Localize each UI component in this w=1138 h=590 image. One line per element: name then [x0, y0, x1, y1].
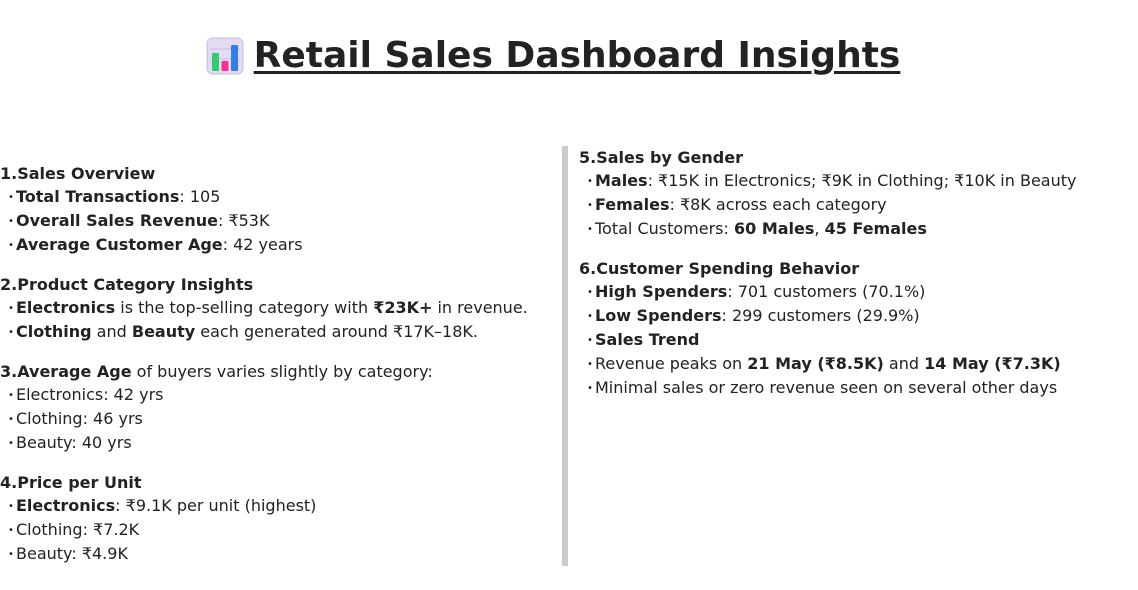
list-item: • Electronics is the top-selling category… [0, 296, 556, 320]
bullet-icon: • [8, 414, 14, 425]
section-heading: 6.Customer Spending Behavior [579, 259, 860, 278]
bullet-icon: • [587, 224, 593, 235]
bullet-icon: • [8, 438, 14, 449]
bullet-icon: • [587, 311, 593, 322]
column-divider [562, 146, 568, 566]
list-item: • Beauty: ₹4.9K [0, 542, 556, 566]
title-container: Retail Sales Dashboard Insights [0, 34, 1106, 79]
right-column: 5.Sales by Gender • Males: ₹15K in Electr… [579, 146, 1119, 416]
section-sales-overview: 1.Sales Overview • Total Transactions: 10… [0, 162, 556, 257]
list-item: • Electronics: 42 yrs [0, 383, 556, 407]
list-item: • Overall Sales Revenue: ₹53K [0, 209, 556, 233]
list-item: • Average Customer Age: 42 years [0, 233, 556, 257]
section-heading: 1.Sales Overview [0, 164, 156, 183]
bullet-icon: • [8, 390, 14, 401]
section-heading: 2.Product Category Insights [0, 275, 254, 294]
bullet-icon: • [587, 287, 593, 298]
left-column: 1.Sales Overview • Total Transactions: 10… [0, 162, 556, 582]
section-heading: 4.Price per Unit [0, 473, 142, 492]
list-item: • Revenue peaks on 21 May (₹8.5K) and 14 … [579, 352, 1119, 376]
list-item: • Males: ₹15K in Electronics; ₹9K in Clot… [579, 169, 1119, 193]
list-item: • Clothing and Beauty each generated arou… [0, 320, 556, 344]
list-item: • High Spenders: 701 customers (70.1%) [579, 280, 1119, 304]
list-item: • Total Transactions: 105 [0, 185, 556, 209]
section-heading: 3.Average Age of buyers varies slightly … [0, 362, 433, 381]
list-item: • Electronics: ₹9.1K per unit (highest) [0, 494, 556, 518]
page-title-text: Retail Sales Dashboard Insights [253, 35, 901, 76]
page-title: Retail Sales Dashboard Insights [206, 34, 901, 78]
bullet-icon: • [587, 335, 593, 346]
section-average-age: 3.Average Age of buyers varies slightly … [0, 360, 556, 455]
bullet-icon: • [8, 240, 14, 251]
list-item: • Low Spenders: 299 customers (29.9%) [579, 304, 1119, 328]
bullet-icon: • [587, 200, 593, 211]
bullet-icon: • [8, 501, 14, 512]
list-item: • Clothing: ₹7.2K [0, 518, 556, 542]
bullet-icon: • [8, 327, 14, 338]
list-item: • Females: ₹8K across each category [579, 193, 1119, 217]
list-item: • Total Customers: 60 Males, 45 Females [579, 217, 1119, 241]
bullet-icon: • [8, 192, 14, 203]
bullet-icon: • [587, 176, 593, 187]
section-heading: 5.Sales by Gender [579, 148, 743, 167]
list-item: • Beauty: 40 yrs [0, 431, 556, 455]
section-price-per-unit: 4.Price per Unit • Electronics: ₹9.1K per… [0, 471, 556, 566]
bullet-icon: • [8, 525, 14, 536]
bullet-icon: • [587, 383, 593, 394]
bullet-icon: • [587, 359, 593, 370]
bar-chart-icon [206, 37, 244, 75]
section-product-category: 2.Product Category Insights • Electronics… [0, 273, 556, 344]
list-item: • Minimal sales or zero revenue seen on s… [579, 376, 1119, 400]
section-spending-behavior: 6.Customer Spending Behavior • High Spend… [579, 257, 1119, 400]
list-item: • Sales Trend [579, 328, 1119, 352]
bullet-icon: • [8, 549, 14, 560]
bullet-icon: • [8, 303, 14, 314]
section-sales-by-gender: 5.Sales by Gender • Males: ₹15K in Electr… [579, 146, 1119, 241]
list-item: • Clothing: 46 yrs [0, 407, 556, 431]
bullet-icon: • [8, 216, 14, 227]
